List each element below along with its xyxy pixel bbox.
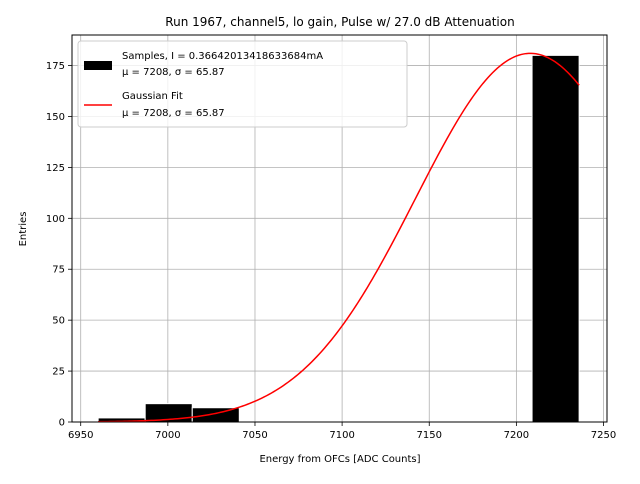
legend: Samples, I = 0.36642013418633684mA μ = 7… — [77, 40, 408, 128]
y-tick-label: 25 — [52, 367, 65, 378]
y-tick-label: 50 — [52, 316, 65, 327]
x-axis-ticks: 6950 7000 7050 7100 7150 7200 7250 — [68, 422, 616, 441]
histogram-bar — [531, 54, 580, 423]
x-tick-label: 7250 — [591, 430, 616, 441]
y-axis-ticks: 0 25 50 75 100 125 150 175 — [46, 61, 72, 429]
y-tick-label: 0 — [59, 418, 65, 429]
plot-area-frame — [71, 34, 608, 423]
x-tick-label: 6950 — [68, 430, 93, 441]
y-tick-label: 100 — [46, 214, 65, 225]
x-tick-label: 7150 — [417, 430, 442, 441]
chart-title: Run 1967, channel5, lo gain, Pulse w/ 27… — [165, 15, 514, 29]
x-tick-label: 7050 — [242, 430, 267, 441]
legend-samples-stats: μ = 7208, σ = 65.87 — [122, 67, 225, 78]
fit-curve-group — [98, 52, 580, 423]
legend-fit-stats: μ = 7208, σ = 65.87 — [122, 108, 225, 119]
legend-box — [77, 40, 408, 128]
x-tick-label: 7000 — [155, 430, 180, 441]
legend-samples-swatch — [84, 61, 112, 70]
y-tick-label: 75 — [52, 265, 65, 276]
y-tick-label: 150 — [46, 112, 65, 123]
y-tick-label: 125 — [46, 163, 65, 174]
legend-fit-label: Gaussian Fit — [122, 91, 183, 102]
x-tick-label: 7100 — [329, 430, 354, 441]
histogram-bars — [97, 54, 580, 423]
y-axis-label: Entries — [18, 212, 29, 247]
x-tick-label: 7200 — [504, 430, 529, 441]
x-axis-label: Energy from OFCs [ADC Counts] — [259, 454, 420, 465]
legend-samples-label: Samples, I = 0.36642013418633684mA — [122, 51, 323, 62]
gaussian-fit-curve — [98, 52, 580, 423]
y-tick-label: 175 — [46, 61, 65, 72]
